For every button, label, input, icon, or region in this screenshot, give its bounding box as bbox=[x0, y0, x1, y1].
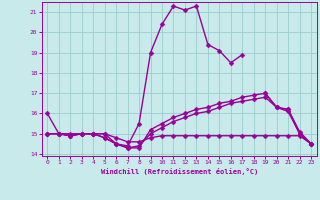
X-axis label: Windchill (Refroidissement éolien,°C): Windchill (Refroidissement éolien,°C) bbox=[100, 168, 258, 175]
